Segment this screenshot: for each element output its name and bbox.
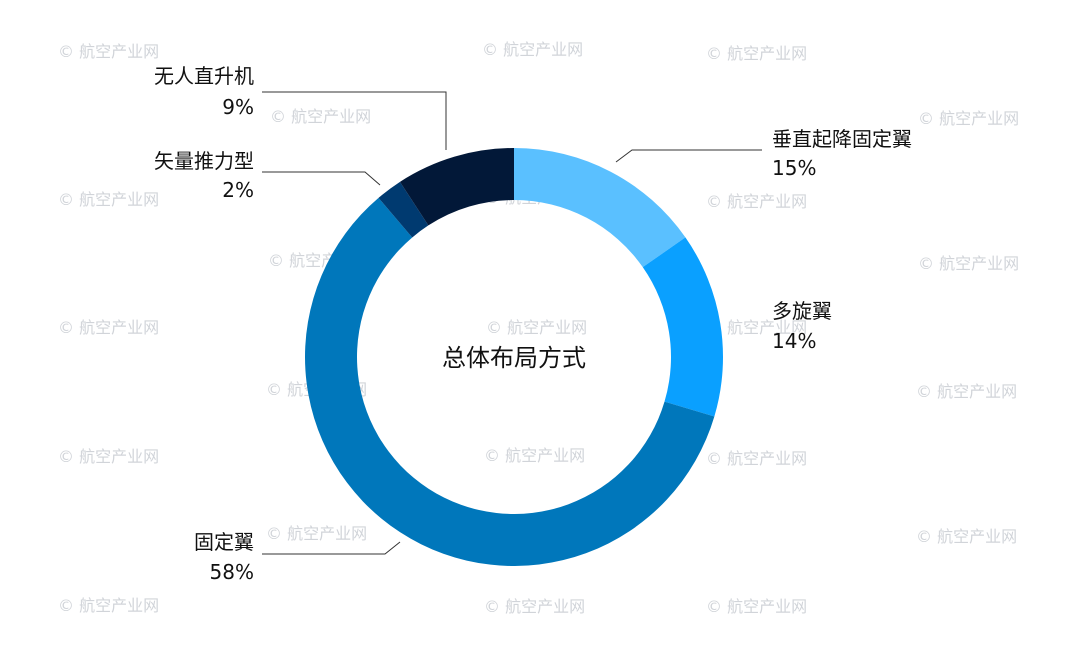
watermark-text: © 航空产业网: [916, 527, 1017, 546]
watermark-text: © 航空产业网: [270, 107, 371, 126]
slice-value-label: 14%: [772, 329, 816, 353]
watermark-text: © 航空产业网: [58, 318, 159, 337]
slice-name-label: 矢量推力型: [154, 149, 254, 173]
leader-line: [262, 541, 401, 555]
slice-1: [642, 237, 723, 417]
slice-name-label: 固定翼: [194, 530, 254, 554]
watermark-text: © 航空产业网: [266, 524, 367, 543]
slice-name-label: 多旋翼: [772, 299, 832, 323]
watermark-text: © 航空产业网: [706, 597, 807, 616]
slice-name-label: 垂直起降固定翼: [772, 127, 912, 151]
watermark-text: © 航空产业网: [58, 596, 159, 615]
watermark-text: © 航空产业网: [706, 449, 807, 468]
watermark-text: © 航空产业网: [484, 597, 585, 616]
center-label: 总体布局方式: [442, 344, 586, 372]
watermark-text: © 航空产业网: [58, 42, 159, 61]
watermark-layer: © 航空产业网 © 航空产业网 © 航空产业网 © 航空产业网 © 航空产业网 © 航空产…: [58, 40, 1019, 616]
watermark-text: © 航空产业网: [918, 109, 1019, 128]
watermark-text: © 航空产业网: [916, 382, 1017, 401]
leader-line: [262, 171, 381, 186]
watermark-text: © 航空产业网: [482, 40, 583, 59]
slice-labels: 垂直起降固定翼 15% 多旋翼 14% 固定翼 58% 矢量推力型 2% 无人直升机 9%: [154, 64, 912, 584]
slice-value-label: 58%: [210, 560, 254, 584]
slice-value-label: 15%: [772, 156, 816, 180]
slice-value-label: 9%: [222, 95, 254, 119]
leader-lines: [262, 91, 762, 555]
watermark-text: © 航空产业网: [706, 192, 807, 211]
watermark-text: © 航空产业网: [918, 254, 1019, 273]
watermark-text: © 航空产业网: [484, 446, 585, 465]
leader-line: [262, 91, 447, 150]
slice-value-label: 2%: [222, 178, 254, 202]
donut-slices: [304, 148, 723, 567]
slice-name-label: 无人直升机: [154, 64, 254, 88]
slice-2: [304, 197, 715, 567]
slice-4: [399, 148, 514, 226]
slice-0: [514, 148, 686, 268]
watermark-text: © 航空产业网: [706, 318, 807, 337]
watermark-text: © 航空产业网: [58, 447, 159, 466]
watermark-text: © 航空产业网: [706, 44, 807, 63]
watermark-text: © 航空产业网: [486, 318, 587, 337]
watermark-text: © 航空产业网: [58, 190, 159, 209]
leader-line: [615, 149, 762, 163]
slice-3: [378, 181, 429, 238]
